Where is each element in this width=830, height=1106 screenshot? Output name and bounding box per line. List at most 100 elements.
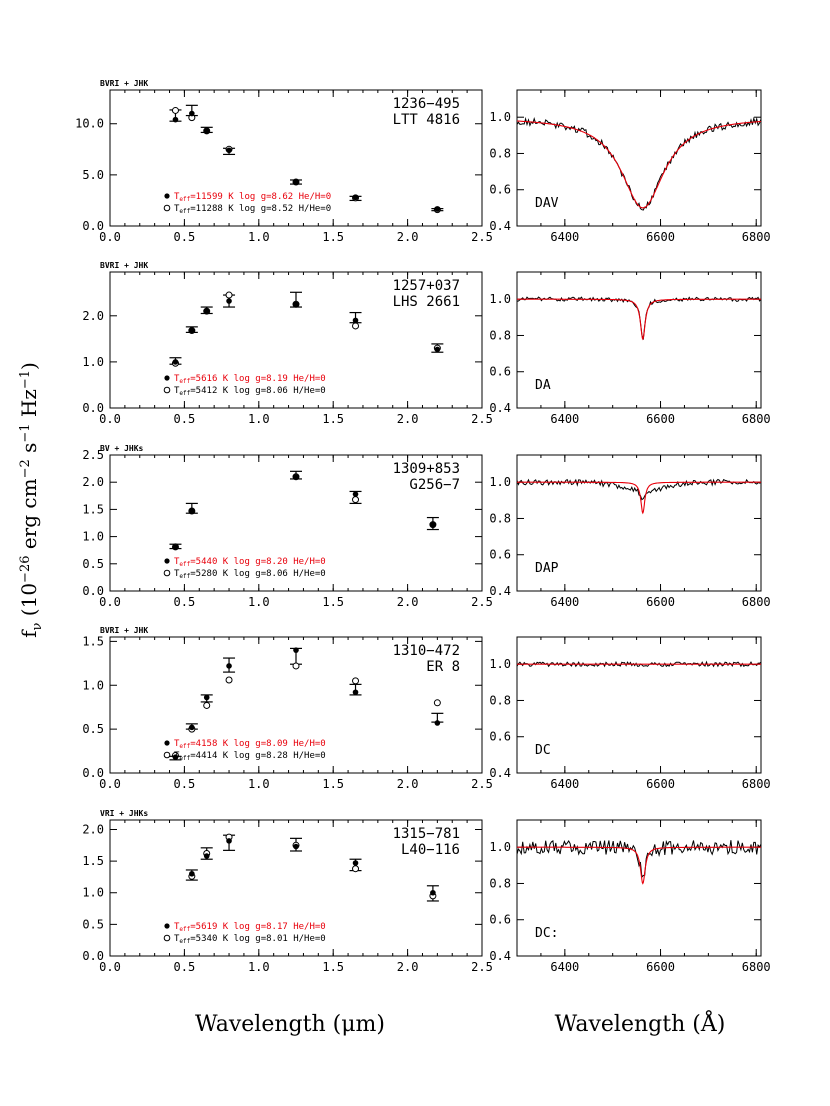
y-tick-label: 0.6: [489, 183, 511, 197]
spectral-type-label: DC:: [535, 926, 558, 941]
y-tick-label: 0.0: [82, 949, 104, 963]
legend-marker-open: [163, 934, 171, 942]
x-tick-label: 6400: [550, 960, 579, 974]
x-tick-label: 2.5: [471, 412, 493, 426]
y-tick-label: 2.0: [82, 822, 104, 836]
model-open-point: [352, 865, 360, 873]
legend-entry: Teff=5440 K log g=8.20 He/H=0: [174, 557, 326, 568]
x-tick-label: 6400: [550, 412, 579, 426]
model-filled-point: [293, 179, 299, 185]
x-tick-label: 2.5: [471, 230, 493, 244]
y-tick-label: 0.4: [489, 219, 511, 233]
x-axis-label-sed: Wavelength (μm): [195, 1012, 385, 1037]
x-tick-label: 1.5: [322, 960, 344, 974]
legend-entry: Teff=4414 K log g=8.28 H/He=0: [174, 751, 326, 762]
model-open-point: [352, 496, 360, 504]
legend-entry: Teff=5619 K log g=8.17 He/H=0: [174, 922, 326, 933]
legend-marker-filled: [164, 558, 170, 564]
legend-entry: Teff=5280 K log g=8.06 H/He=0: [174, 569, 326, 580]
y-tick-label: 0.6: [489, 730, 511, 744]
sed-panel-frame: [109, 819, 483, 957]
y-tick-label: 0.8: [489, 146, 511, 160]
star-id: 1236−495: [393, 96, 460, 112]
spectral-type-label: DAV: [535, 196, 559, 211]
star-id: 1310−472: [393, 643, 460, 659]
model-filled-point: [352, 860, 359, 866]
x-tick-label: 0.5: [174, 960, 196, 974]
model-filled-point: [434, 346, 441, 353]
x-tick-label: 0.5: [174, 412, 196, 426]
observed-spectrum: [516, 116, 762, 211]
model-filled-point: [293, 473, 299, 480]
photometry-label: BVRI + JHK: [100, 79, 148, 88]
x-tick-label: 6600: [646, 412, 675, 426]
photometry-label: BVRI + JHK: [100, 261, 148, 270]
spectrum-panel-frame: [516, 819, 762, 957]
sed-panel-frame: [109, 89, 483, 227]
y-tick-label: 10.0: [75, 117, 104, 131]
model-filled-point: [352, 194, 359, 201]
model-filled-point: [189, 327, 195, 334]
y-tick-label: 0.5: [82, 557, 104, 571]
y-tick-label: 1.0: [82, 678, 104, 692]
legend-marker-filled: [164, 923, 170, 929]
star-name: L40−116: [401, 842, 460, 858]
x-tick-label: 6800: [742, 412, 771, 426]
photometry-label: VRI + JHKs: [100, 809, 148, 818]
model-filled-point: [226, 298, 232, 304]
x-tick-label: 0.5: [174, 230, 196, 244]
y-tick-label: 1.0: [489, 110, 511, 124]
x-tick-label: 2.0: [397, 777, 419, 791]
spectral-type-label: DAP: [535, 561, 559, 576]
x-tick-label: 2.0: [397, 595, 419, 609]
y-tick-label: 1.0: [82, 886, 104, 900]
x-tick-label: 6400: [550, 230, 579, 244]
model-open-point: [171, 106, 179, 114]
y-tick-label: 2.0: [82, 309, 104, 323]
model-spectrum: [517, 298, 761, 341]
sed-panel-frame: [109, 454, 483, 592]
spectrum-panel-frame: [516, 89, 762, 227]
x-tick-label: 1.0: [248, 230, 270, 244]
x-tick-label: 2.0: [397, 230, 419, 244]
y-tick-label: 0.6: [489, 913, 511, 927]
model-filled-point: [203, 308, 210, 314]
y-tick-label: 1.5: [82, 854, 104, 868]
model-filled-point: [226, 663, 232, 669]
x-tick-label: 0.5: [174, 595, 196, 609]
model-filled-point: [172, 359, 179, 365]
y-tick-label: 0.8: [489, 328, 511, 342]
star-name: ER 8: [426, 659, 460, 675]
x-tick-label: 0.0: [99, 412, 121, 426]
x-tick-label: 1.0: [248, 960, 270, 974]
model-filled-point: [430, 521, 436, 528]
star-name: G256−7: [409, 477, 460, 493]
x-tick-label: 0.0: [99, 777, 121, 791]
spectral-type-label: DC: [535, 743, 551, 758]
y-tick-label: 0.4: [489, 949, 511, 963]
star-id: 1315−781: [393, 826, 460, 842]
x-tick-label: 6800: [742, 230, 771, 244]
model-filled-point: [203, 694, 210, 701]
model-open-point: [225, 291, 233, 299]
model-spectrum: [517, 481, 761, 515]
y-tick-label: 0.8: [489, 876, 511, 890]
legend-marker-filled: [164, 193, 170, 199]
star-name: LTT 4816: [393, 112, 460, 128]
legend-entry: Teff=5616 K log g=8.19 He/H=0: [174, 374, 326, 385]
y-tick-label: 0.6: [489, 548, 511, 562]
y-tick-label: 1.0: [489, 475, 511, 489]
y-tick-label: 0.4: [489, 401, 511, 415]
x-tick-label: 6800: [742, 960, 771, 974]
x-tick-label: 2.0: [397, 412, 419, 426]
y-tick-label: 1.0: [489, 657, 511, 671]
y-tick-label: 0.0: [82, 766, 104, 780]
x-tick-label: 0.0: [99, 595, 121, 609]
model-open-point: [225, 676, 233, 684]
legend-entry: Teff=4158 K log g=8.09 He/H=0: [174, 739, 326, 750]
model-filled-point: [293, 647, 299, 653]
model-filled-point: [226, 147, 232, 154]
model-filled-point: [352, 491, 359, 497]
y-tick-label: 0.0: [82, 219, 104, 233]
y-tick-label: 0.4: [489, 766, 511, 780]
